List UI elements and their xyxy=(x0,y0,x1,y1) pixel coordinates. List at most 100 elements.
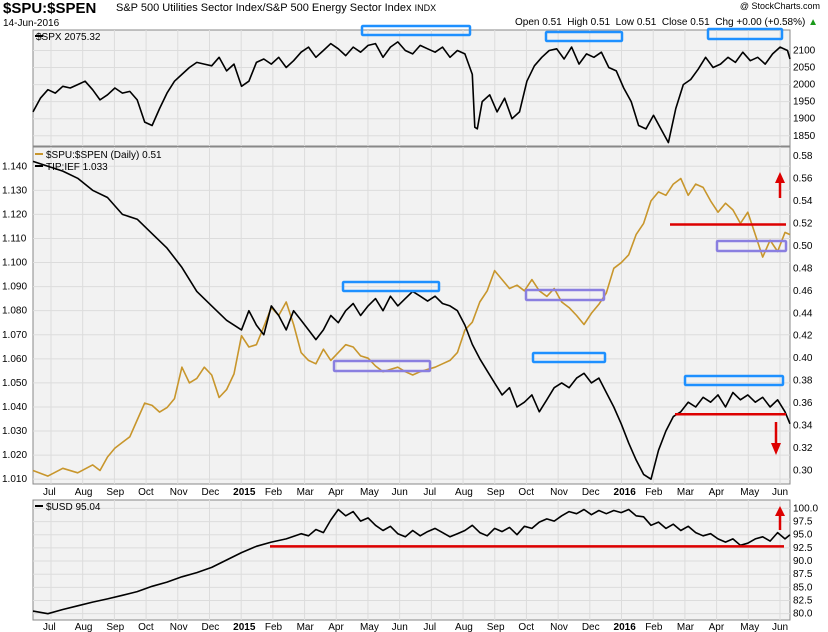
x-tick-label-bottom: Oct xyxy=(518,622,534,632)
x-tick-label-bottom: 2016 xyxy=(614,622,637,632)
middle-right-tick-label: 0.42 xyxy=(793,331,813,342)
x-tick-label-top: Aug xyxy=(75,487,93,498)
chg-value: +0.00 (+0.58%) xyxy=(736,17,806,28)
bottom-y-tick-label: 100.0 xyxy=(793,503,818,514)
ohlc-row: Open 0.51 High 0.51 Low 0.51 Close 0.51 … xyxy=(515,17,818,28)
spu-spen-ratio-line xyxy=(32,177,791,477)
x-tick-label-top: Sep xyxy=(487,487,505,498)
x-tick-label-top: 2015 xyxy=(233,487,256,498)
middle-left-tick-label: 1.060 xyxy=(2,354,27,365)
top-y-tick-label: 1900 xyxy=(793,114,816,125)
middle-right-tick-label: 0.44 xyxy=(793,308,813,319)
x-tick-label-top: May xyxy=(360,487,379,498)
x-tick-label-bottom: 2015 xyxy=(233,622,256,632)
top-resistance-box xyxy=(706,27,784,41)
middle-right-tick-label: 0.58 xyxy=(793,151,813,162)
x-tick-label-top: Apr xyxy=(328,487,344,498)
middle-left-tick-label: 1.050 xyxy=(2,378,27,389)
tip-legend: TIP:IEF 1.033 xyxy=(46,162,108,173)
middle-right-tick-label: 0.48 xyxy=(793,263,813,274)
tip-resistance-box xyxy=(341,280,441,293)
x-tick-label-top: Nov xyxy=(170,487,188,498)
x-tick-label-top: Mar xyxy=(297,487,315,498)
x-tick-label-bottom: Mar xyxy=(297,622,315,632)
high-value: 0.51 xyxy=(590,17,611,28)
down-arrow-icon xyxy=(771,443,781,455)
x-tick-label-bottom: Feb xyxy=(645,622,663,632)
x-tick-label-bottom: Dec xyxy=(201,622,219,632)
middle-left-tick-label: 1.110 xyxy=(2,233,27,244)
top-resistance-box xyxy=(544,30,624,43)
x-tick-label-top: Dec xyxy=(582,487,600,498)
x-tick-label-bottom: Dec xyxy=(582,622,600,632)
tip-resistance-box xyxy=(531,351,607,364)
middle-panel-frame xyxy=(32,146,791,485)
x-tick-label-bottom: Apr xyxy=(709,622,725,632)
bottom-y-tick-label: 92.5 xyxy=(793,543,813,554)
middle-right-tick-label: 0.52 xyxy=(793,218,813,229)
top-panel-frame xyxy=(32,29,791,147)
x-tick-label-bottom: Jul xyxy=(423,622,436,632)
ratio-support-box xyxy=(332,359,432,373)
x-tick-label-top: Jun xyxy=(392,487,408,498)
x-tick-label-top: Aug xyxy=(455,487,473,498)
bottom-y-tick-label: 95.0 xyxy=(793,530,813,541)
close-label: Close xyxy=(661,17,688,28)
usd-up-arrow-icon xyxy=(775,506,785,516)
exchange: INDX xyxy=(414,3,437,13)
middle-left-tick-label: 1.040 xyxy=(2,402,27,413)
bottom-y-tick-label: 97.5 xyxy=(793,517,813,528)
middle-right-tick-label: 0.56 xyxy=(793,173,813,184)
ratio-support-box xyxy=(524,288,606,302)
high-label: High xyxy=(567,17,588,28)
middle-left-tick-label: 1.090 xyxy=(2,282,27,293)
ratio-legend: $SPU:$SPEN (Daily) 0.51 xyxy=(46,150,162,161)
chg-label: Chg xyxy=(715,17,734,28)
x-tick-label-top: Oct xyxy=(518,487,534,498)
middle-left-tick-label: 1.020 xyxy=(2,450,27,461)
x-tick-label-bottom: Jun xyxy=(392,622,408,632)
chart-description-row: S&P 500 Utilities Sector Index/S&P 500 E… xyxy=(116,2,436,14)
x-tick-label-top: Feb xyxy=(265,487,283,498)
middle-right-tick-label: 0.38 xyxy=(793,376,813,387)
x-tick-label-top: Mar xyxy=(677,487,695,498)
middle-right-tick-label: 0.32 xyxy=(793,443,813,454)
up-triangle-icon: ▲ xyxy=(808,17,818,28)
x-tick-label-bottom: Feb xyxy=(265,622,283,632)
top-y-tick-label: 1950 xyxy=(793,97,816,108)
bottom-panel-frame xyxy=(32,499,791,621)
bottom-y-tick-label: 85.0 xyxy=(793,582,813,593)
spx-line xyxy=(32,41,791,144)
middle-right-tick-label: 0.30 xyxy=(793,466,813,477)
bottom-y-tick-label: 82.5 xyxy=(793,596,813,607)
usd-line xyxy=(32,508,791,615)
x-tick-label-bottom: Nov xyxy=(550,622,568,632)
x-tick-label-top: Jul xyxy=(423,487,436,498)
open-label: Open xyxy=(515,17,540,28)
x-tick-label-top: Apr xyxy=(709,487,725,498)
symbol: $SPU:$SPEN xyxy=(3,0,97,17)
middle-right-tick-label: 0.46 xyxy=(793,286,813,297)
x-tick-label-bottom: Aug xyxy=(75,622,93,632)
bottom-y-tick-label: 90.0 xyxy=(793,556,813,567)
low-value: 0.51 xyxy=(636,17,657,28)
middle-left-tick-label: 1.100 xyxy=(2,258,27,269)
x-tick-label-bottom: Mar xyxy=(677,622,695,632)
watermark: @ StockCharts.com xyxy=(739,1,820,11)
x-tick-label-top: Oct xyxy=(138,487,154,498)
x-tick-label-bottom: May xyxy=(360,622,379,632)
x-tick-label-bottom: Nov xyxy=(170,622,188,632)
top-y-tick-label: 1850 xyxy=(793,131,816,142)
x-tick-label-bottom: Jun xyxy=(772,622,788,632)
middle-left-tick-label: 1.070 xyxy=(2,330,27,341)
x-tick-label-bottom: Apr xyxy=(328,622,344,632)
middle-left-tick-label: 1.030 xyxy=(2,426,27,437)
x-tick-label-bottom: May xyxy=(740,622,759,632)
close-value: 0.51 xyxy=(690,17,710,28)
middle-left-tick-label: 1.120 xyxy=(2,209,27,220)
x-tick-label-top: Jun xyxy=(772,487,788,498)
tip-ief-line xyxy=(32,160,791,480)
middle-left-tick-label: 1.130 xyxy=(2,185,27,196)
middle-right-tick-label: 0.40 xyxy=(793,353,813,364)
